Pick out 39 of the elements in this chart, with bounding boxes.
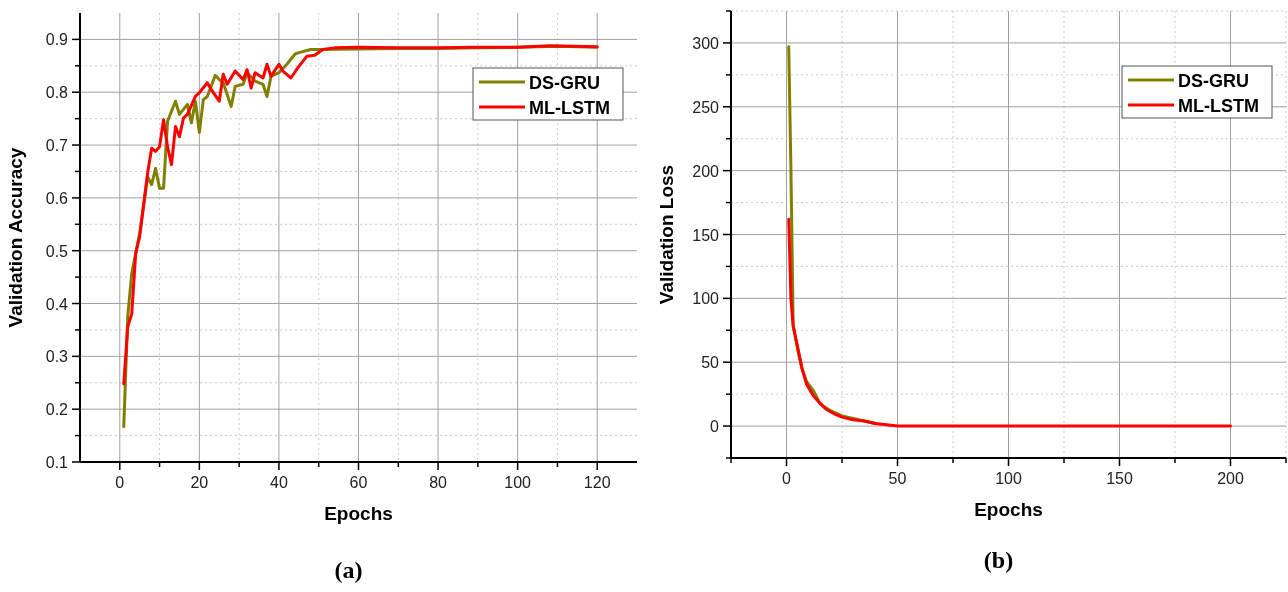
x-axis-title: Epochs [974,499,1043,520]
y-tick-label: 0.4 [45,295,69,313]
text: (b) [983,547,1014,573]
x-tick-label: 0 [115,474,125,491]
y-tick-label: 150 [692,226,720,244]
line-series [787,217,1232,428]
y-axis-title: Validation Loss [656,164,677,305]
x-tick-label: 50 [888,470,907,487]
y-tick-label: 200 [692,162,720,180]
x-tick-label: 100 [504,474,532,491]
y-tick-label: 0.1 [45,454,69,471]
y-tick-label: 50 [701,354,720,372]
x-tick-label: 20 [190,474,209,491]
x-tick-label: 40 [270,474,288,491]
x-tick-label: 200 [1217,470,1244,487]
x-tick-label: 60 [349,474,368,491]
y-tick-label: 0.6 [45,189,69,207]
y-tick-label: 0.9 [45,31,69,49]
text: (a) [334,557,363,583]
x-tick-label: 0 [782,470,792,487]
legend-label: ML-LSTM [1178,96,1259,116]
y-tick-label: 250 [692,98,720,116]
legend-label: ML-LSTM [529,98,610,118]
x-axis-title: Epochs [324,503,393,524]
y-tick-label: 0.5 [45,242,69,260]
x-tick-label: 80 [429,474,448,491]
y-axis-title: Validation Accuracy [5,147,26,328]
x-tick-label: 100 [995,470,1022,487]
y-tick-label: 0.3 [45,348,69,366]
legend-label: DS-GRU [1178,71,1249,91]
y-tick-label: 300 [692,34,720,52]
y-tick-label: 0.7 [45,137,69,155]
y-tick-label: 0 [710,418,720,436]
x-tick-label: 120 [583,474,611,491]
y-tick-label: 0.8 [45,84,69,102]
y-tick-label: 100 [692,290,720,308]
x-tick-label: 150 [1106,470,1133,487]
legend-label: DS-GRU [529,73,600,93]
y-tick-label: 0.2 [45,401,69,419]
